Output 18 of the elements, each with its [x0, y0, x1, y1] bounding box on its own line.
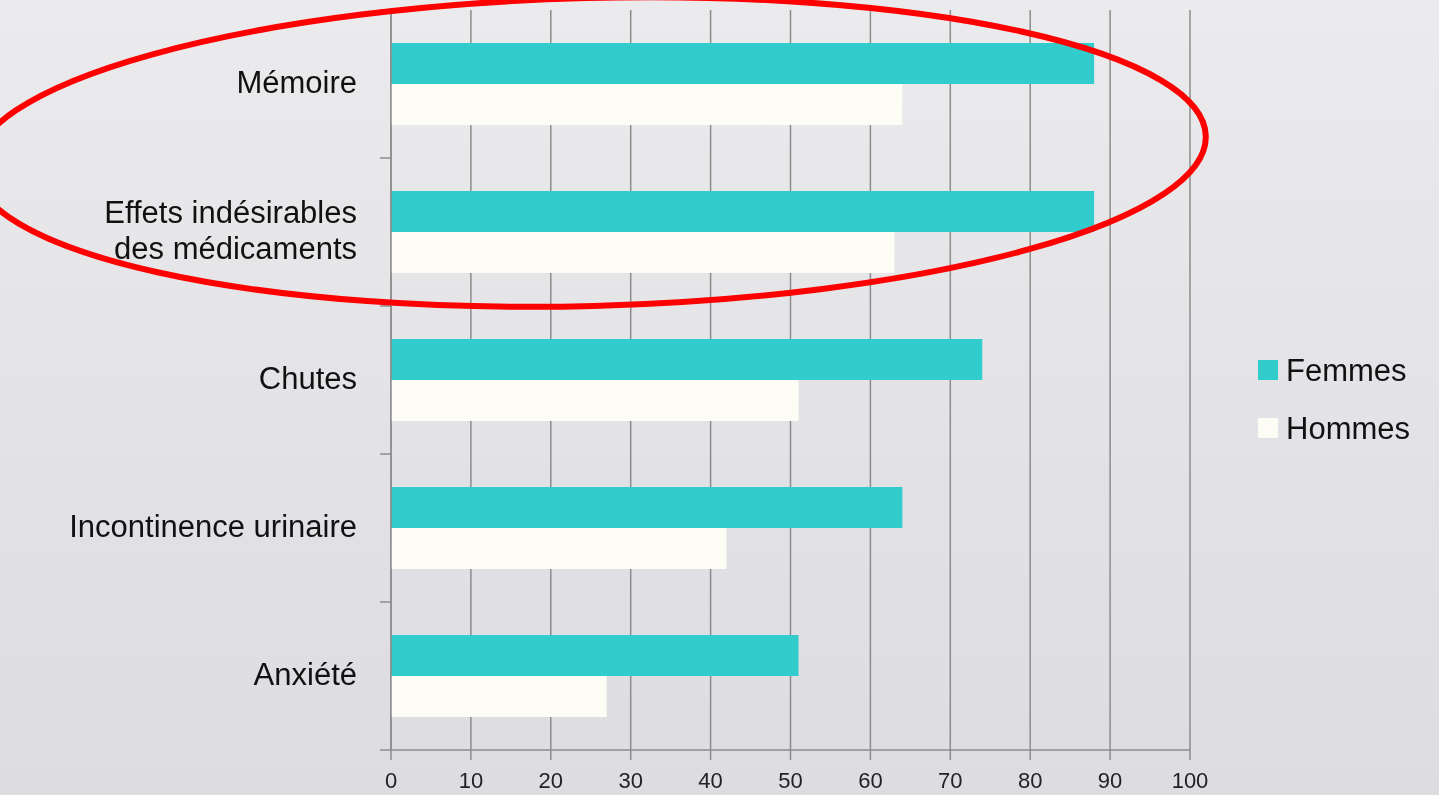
x-tick-label: 10: [458, 768, 484, 793]
y-tick-label: Chutes: [258, 360, 357, 396]
y-tick-label: Mémoire: [236, 64, 357, 100]
x-tick-label: 50: [778, 768, 803, 793]
x-tick-label: 60: [858, 768, 883, 793]
legend-label: Femmes: [1286, 352, 1407, 388]
x-tick-label: 90: [1097, 768, 1123, 793]
x-tick-label: 100: [1171, 768, 1209, 793]
legend-label: Hommes: [1286, 410, 1411, 446]
x-tick-label: 70: [938, 768, 963, 793]
x-tick-label: 30: [618, 768, 643, 793]
x-tick-label: 40: [698, 768, 723, 793]
y-tick-label: Effets indésirables des médicaments: [104, 194, 357, 266]
x-tick-label: 0: [384, 768, 398, 793]
x-tick-label: 80: [1017, 768, 1043, 793]
y-tick-label: Incontinence urinaire: [69, 508, 357, 544]
x-tick-label: 20: [538, 768, 564, 793]
y-tick-label: Anxiété: [253, 656, 357, 692]
